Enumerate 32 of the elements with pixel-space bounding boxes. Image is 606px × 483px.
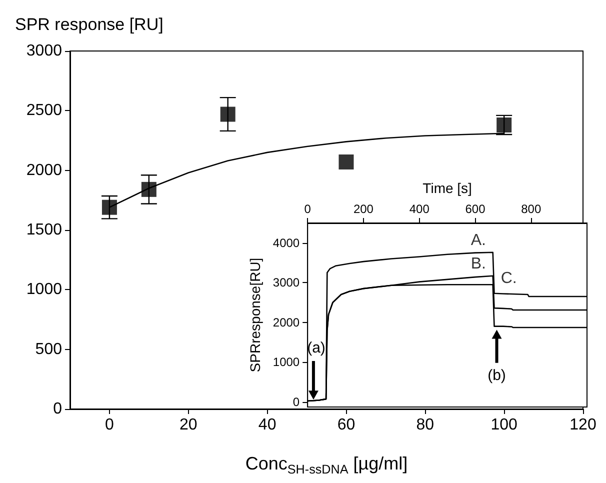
y-tick-label: 1000 bbox=[26, 281, 62, 298]
x-axis-title: Time [s] bbox=[422, 180, 472, 196]
y-tick-label: 500 bbox=[35, 340, 62, 358]
y-tick-label: 2500 bbox=[26, 102, 62, 120]
y-tick-label: 1500 bbox=[26, 222, 62, 238]
x-tick-label: 800 bbox=[521, 202, 542, 216]
y-tick-label: 0 bbox=[292, 394, 300, 409]
y-tick-label: 2000 bbox=[272, 315, 300, 330]
x-tick-label: 100 bbox=[490, 416, 518, 434]
annotation: (b) bbox=[488, 367, 506, 384]
x-tick-label: 0 bbox=[105, 416, 114, 434]
x-tick-label: 60 bbox=[337, 416, 356, 434]
x-tick-label: 40 bbox=[258, 416, 276, 434]
x-tick-label: 120 bbox=[570, 416, 596, 434]
x-tick-label: 80 bbox=[416, 416, 434, 434]
x-tick-label: 0 bbox=[304, 202, 312, 216]
y-axis-title: SPRresponse[RU] bbox=[247, 258, 263, 372]
y-tick-label: 4000 bbox=[272, 236, 300, 250]
y-tick-label: 0 bbox=[53, 400, 62, 418]
series-label: B. bbox=[470, 255, 486, 272]
y-tick-label: 1000 bbox=[272, 355, 300, 370]
x-tick-label: 20 bbox=[179, 416, 198, 434]
y-tick-label: 3000 bbox=[26, 42, 62, 60]
x-tick-label: 600 bbox=[465, 202, 486, 216]
y-tick-label: 3000 bbox=[272, 276, 300, 290]
series-label: C. bbox=[500, 270, 517, 288]
x-tick-label: 400 bbox=[409, 202, 430, 216]
x-tick-label: 200 bbox=[353, 202, 374, 216]
y-tick-label: 2000 bbox=[26, 162, 62, 179]
series-label: A. bbox=[470, 232, 486, 249]
annotation: (a) bbox=[307, 340, 326, 357]
y-axis-title: SPR response [RU] bbox=[15, 15, 164, 34]
